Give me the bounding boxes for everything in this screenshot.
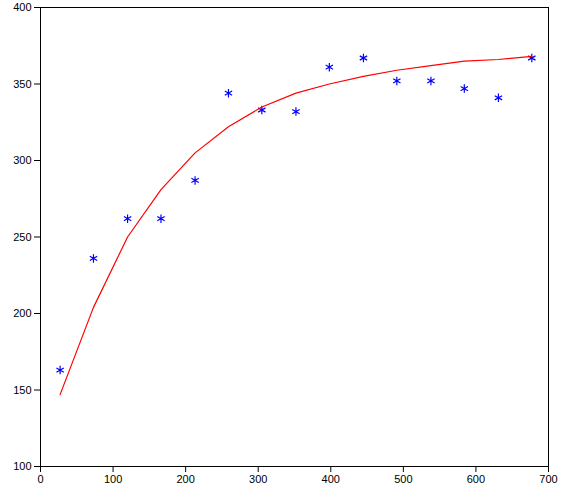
svg-text:250: 250 bbox=[13, 231, 31, 243]
svg-text:150: 150 bbox=[13, 384, 31, 396]
svg-text:100: 100 bbox=[13, 460, 31, 472]
svg-text:100: 100 bbox=[104, 473, 122, 485]
svg-text:600: 600 bbox=[467, 473, 485, 485]
svg-text:300: 300 bbox=[249, 473, 267, 485]
svg-text:500: 500 bbox=[394, 473, 412, 485]
svg-text:300: 300 bbox=[13, 154, 31, 166]
svg-text:0: 0 bbox=[37, 473, 43, 485]
svg-text:400: 400 bbox=[13, 1, 31, 13]
svg-text:200: 200 bbox=[176, 473, 194, 485]
svg-text:400: 400 bbox=[322, 473, 340, 485]
svg-text:700: 700 bbox=[539, 473, 557, 485]
svg-text:350: 350 bbox=[13, 78, 31, 90]
svg-text:200: 200 bbox=[13, 307, 31, 319]
